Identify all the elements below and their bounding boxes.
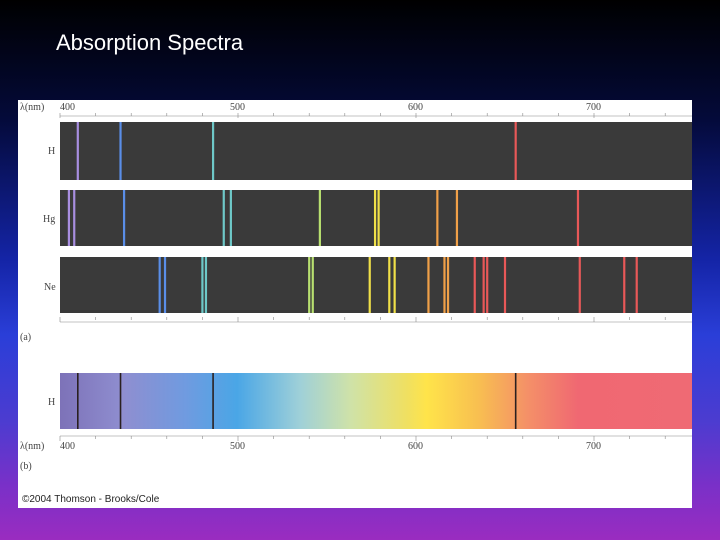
row-label-ne: Ne bbox=[44, 282, 56, 293]
top-axis-ticks: 400 500 600 700 bbox=[59, 102, 666, 118]
strip-h bbox=[60, 122, 692, 180]
absorption-lines bbox=[76, 373, 517, 429]
tick-label-400: 400 bbox=[60, 102, 75, 113]
bottom-axis-label: λ(nm) bbox=[20, 441, 44, 452]
part-a-label: (a) bbox=[20, 332, 31, 343]
spectra-figure: λ(nm) 400 500 600 700 H Hg Ne (a) H λ(nm) 4… bbox=[18, 100, 692, 508]
tick-label-400: 400 bbox=[60, 441, 75, 452]
top-axis-label: λ(nm) bbox=[20, 102, 44, 113]
row-label-absorb-h: H bbox=[48, 397, 55, 408]
lines-ne bbox=[158, 257, 638, 313]
tick-label-600: 600 bbox=[408, 441, 423, 452]
spectra-svg: λ(nm) 400 500 600 700 H Hg Ne (a) H λ(nm) 4… bbox=[20, 102, 692, 505]
absorption-spectrum bbox=[60, 373, 692, 429]
part-b-label: (b) bbox=[20, 461, 32, 472]
tick-label-700: 700 bbox=[586, 441, 601, 452]
bottom-axis-ticks: 400 500 600 700 bbox=[59, 436, 666, 452]
tick-label-600: 600 bbox=[408, 102, 423, 113]
row-label-h: H bbox=[48, 146, 55, 157]
mid-axis-ticks bbox=[59, 317, 666, 322]
slide-title: Absorption Spectra bbox=[56, 30, 244, 55]
lines-hg bbox=[67, 190, 580, 246]
lines-h bbox=[76, 122, 517, 180]
row-label-hg: Hg bbox=[43, 214, 55, 225]
tick-label-500: 500 bbox=[230, 441, 245, 452]
copyright-credit: ©2004 Thomson - Brooks/Cole bbox=[22, 494, 160, 505]
tick-label-500: 500 bbox=[230, 102, 245, 113]
tick-label-700: 700 bbox=[586, 102, 601, 113]
strip-ne bbox=[60, 257, 692, 313]
